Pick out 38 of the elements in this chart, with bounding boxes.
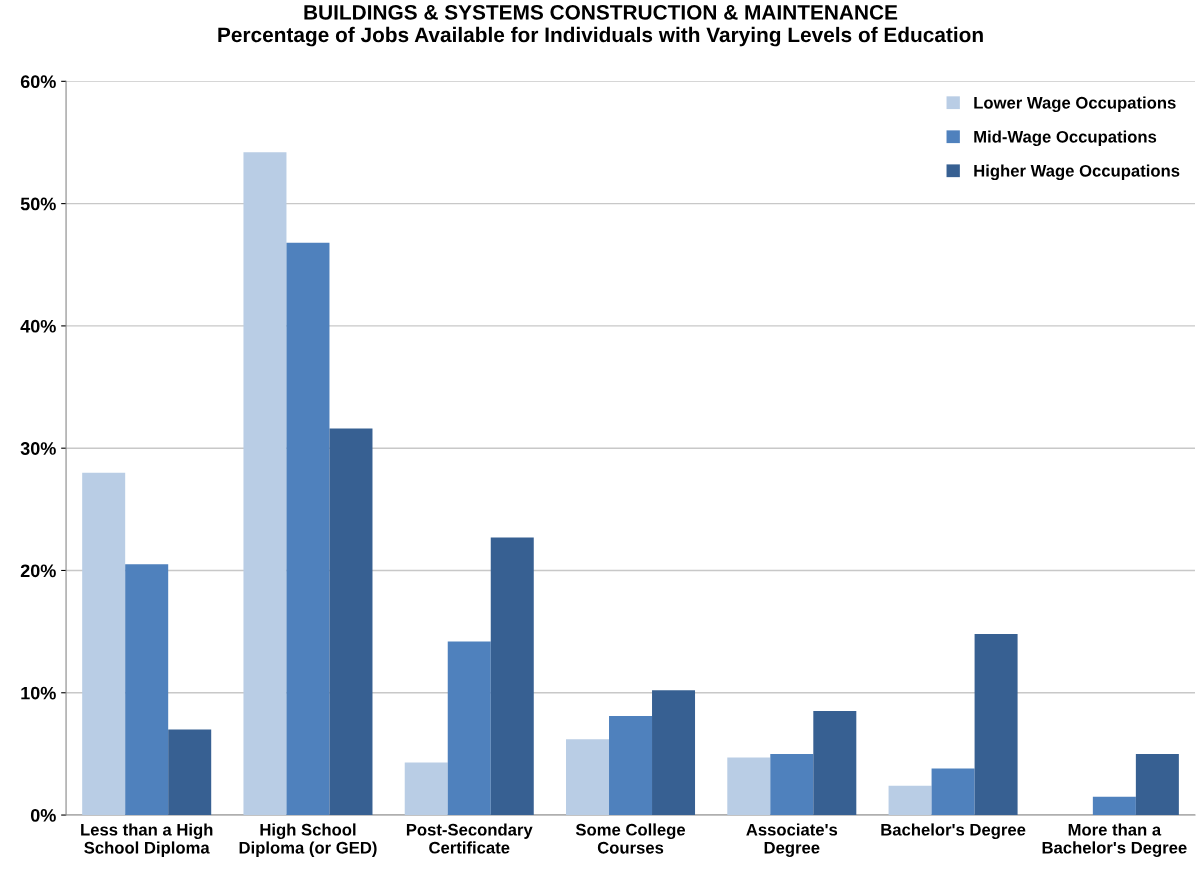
bar [1092,796,1136,816]
bar [447,641,491,816]
bar [566,739,610,816]
bar [888,785,932,816]
y-tick-label: 20% [20,564,56,578]
y-tick-label: 10% [21,686,56,700]
bar [329,428,373,816]
bar [931,768,975,816]
legend-label: Higher Wage Occupations [974,164,1180,181]
bar [727,757,771,816]
y-tick-label: 30% [20,442,56,455]
bar [404,762,448,816]
y-tick-label: 50% [20,197,56,211]
x-tick-label: Some College Courses [575,823,686,854]
x-tick-label: Less than a High School Diploma [81,823,213,857]
y-tick-label: 60% [20,75,56,89]
x-tick-label: High School Diploma (or GED) [239,823,377,857]
x-tick-label: Bachelor's Degree [881,823,1026,839]
bar [243,152,287,816]
bar [490,537,534,816]
bar [813,711,857,816]
y-tick-label: 0% [30,808,56,822]
bar [82,472,126,816]
bar [125,564,169,816]
legend-label: Mid-Wage Occupations [974,130,1157,147]
chart-title: BUILDINGS & SYSTEMS CONSTRUCTION & MAINTENANCE Percentage of Jobs Available for Individuals with Varying Levels of Education [218,4,983,47]
bar [770,753,814,816]
legend-label: Lower Wage Occupations [974,96,1176,113]
bar [1135,753,1179,816]
x-tick-label: Post-Secondary Certificate [406,823,533,854]
bar [609,716,653,816]
bar [652,690,696,816]
y-tick-label: 40% [20,319,56,333]
x-tick-label: Associate's Degree [746,823,838,857]
bar [168,729,212,816]
bar [974,634,1018,816]
x-tick-label: More than a Bachelor's Degree [1042,823,1187,857]
bar [286,242,330,816]
